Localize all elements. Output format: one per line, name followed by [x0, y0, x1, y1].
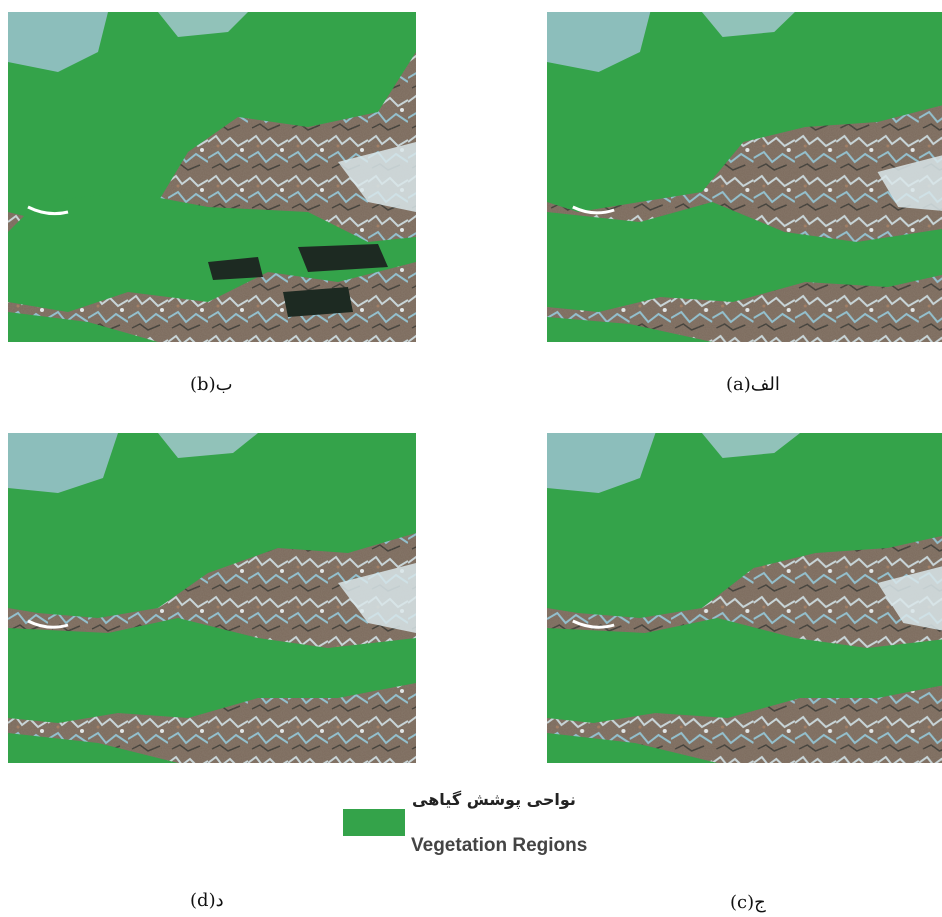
- legend-swatch: [343, 809, 405, 836]
- satellite-image-a: [547, 12, 942, 342]
- satellite-image-c: [547, 433, 942, 763]
- legend-label-fa: نواحی پوشش گیاهی: [412, 790, 576, 809]
- map-panel-d: [8, 433, 416, 763]
- caption-c: ج(c): [730, 892, 766, 913]
- caption-d: د(d): [190, 890, 224, 911]
- map-panel-c: [547, 433, 942, 763]
- caption-a: الف(a): [726, 374, 780, 395]
- map-panel-b: [8, 12, 416, 342]
- caption-b: ب(b): [190, 374, 233, 395]
- legend-label-en: Vegetation Regions: [411, 835, 588, 856]
- satellite-image-b: [8, 12, 416, 342]
- satellite-image-d: [8, 433, 416, 763]
- map-panel-a: [547, 12, 942, 342]
